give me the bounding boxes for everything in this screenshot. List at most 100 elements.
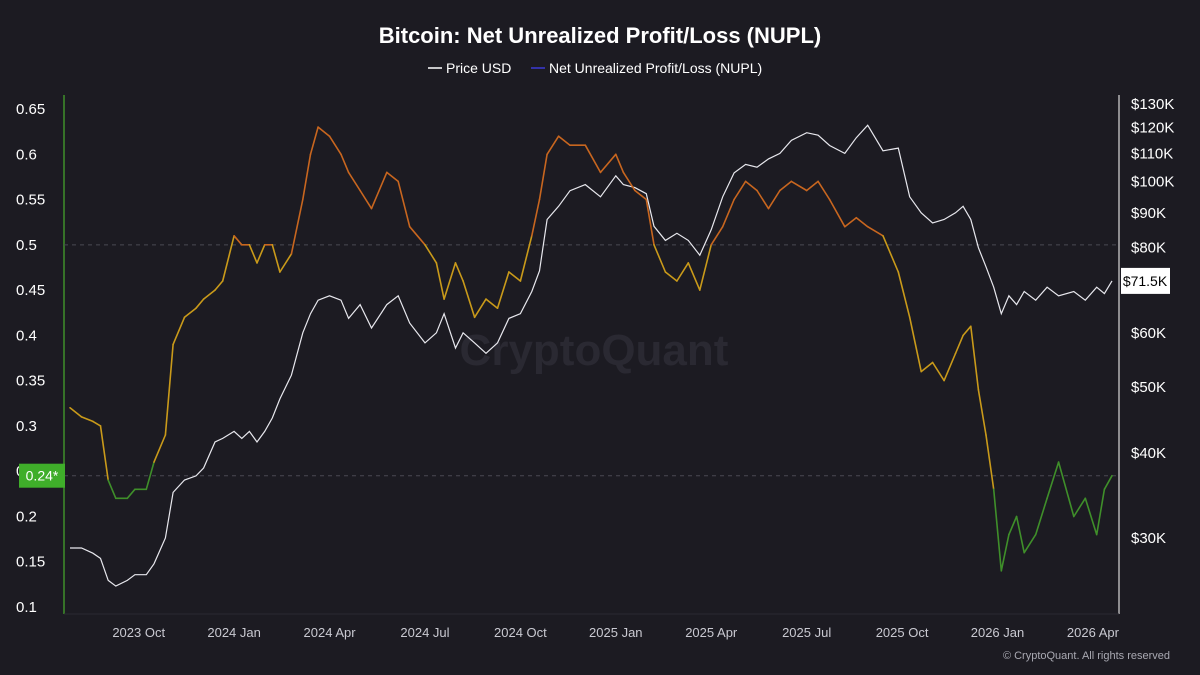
nupl-segment — [385, 171, 400, 183]
right-axis-ticks: $130K$120K$110K$100K$90K$80K$70K$60K$50K… — [1131, 96, 1174, 547]
current-nupl-badge: 0.24* — [19, 463, 65, 488]
left-tick-label: 0.1 — [16, 599, 37, 616]
nupl-segment — [328, 135, 342, 156]
right-tick-label: $30K — [1131, 530, 1166, 547]
nupl-segment — [882, 235, 900, 273]
left-tick-label: 0.4 — [16, 327, 37, 344]
nupl-segment — [370, 171, 388, 210]
current-nupl-badge-bg — [19, 463, 65, 488]
nupl-segment — [359, 189, 373, 210]
right-tick-label: $110K — [1131, 145, 1173, 162]
x-tick-label: 2024 Apr — [304, 625, 357, 640]
current-nupl-value: 0.24* — [26, 468, 59, 484]
nupl-segment — [1073, 497, 1087, 518]
nupl-segment — [866, 225, 884, 237]
legend: Price USD Net Unrealized Profit/Loss (NU… — [428, 60, 762, 76]
nupl-segment — [530, 198, 541, 237]
nupl-segment — [920, 361, 934, 373]
nupl-segment — [843, 216, 858, 228]
nupl-segment — [496, 271, 510, 310]
nupl-segment — [279, 253, 293, 273]
right-tick-label: $50K — [1131, 379, 1166, 396]
left-tick-label: 0.55 — [16, 192, 45, 209]
x-tick-label: 2025 Oct — [876, 625, 929, 640]
nupl-series-line — [69, 126, 1113, 572]
x-axis-ticks: 2023 Oct 2024 Jan 2024 Apr 2024 Jul 2024 Oct… — [112, 625, 1119, 640]
x-tick-label: 2024 Jul — [400, 625, 449, 640]
nupl-segment — [756, 189, 770, 210]
nupl-segment — [301, 153, 312, 201]
nupl-segment — [508, 271, 522, 282]
right-tick-label: $60K — [1131, 325, 1166, 342]
nupl-segment — [931, 361, 945, 382]
nupl-segment — [676, 262, 690, 282]
nupl-segment — [271, 244, 281, 273]
nupl-segment — [183, 307, 197, 319]
x-tick-label: 2026 Apr — [1067, 625, 1120, 640]
nupl-segment — [1008, 515, 1018, 536]
legend-price-label[interactable]: Price USD — [446, 60, 511, 76]
x-tick-label: 2025 Jan — [589, 625, 643, 640]
nupl-segment — [790, 180, 808, 192]
nupl-segment — [1015, 515, 1025, 554]
right-tick-label: $120K — [1131, 120, 1174, 137]
nupl-segment — [126, 488, 136, 500]
nupl-segment — [164, 343, 174, 436]
left-tick-label: 0.5 — [16, 237, 37, 254]
nupl-segment — [1095, 488, 1106, 536]
left-tick-label: 0.3 — [16, 418, 37, 435]
nupl-segment — [584, 144, 602, 174]
nupl-segment — [485, 298, 499, 310]
nupl-segment — [317, 126, 331, 137]
x-tick-label: 2025 Jul — [782, 625, 831, 640]
nupl-segment — [634, 189, 648, 201]
x-tick-label: 2024 Oct — [494, 625, 547, 640]
left-tick-label: 0.65 — [16, 101, 45, 118]
current-price-badge: $71.5K — [1121, 267, 1170, 294]
nupl-segment — [248, 244, 258, 264]
nupl-segment — [943, 352, 957, 382]
nupl-segment — [538, 153, 548, 201]
left-tick-label: 0.35 — [16, 373, 45, 390]
nupl-segment — [622, 171, 636, 192]
nupl-segment — [80, 416, 94, 423]
nupl-segment — [202, 289, 216, 300]
nupl-segment — [1046, 461, 1060, 500]
left-tick-label: 0.6 — [16, 146, 37, 163]
watermark: CryptoQuant — [460, 326, 729, 375]
nupl-segment — [1000, 533, 1010, 572]
right-tick-label: $130K — [1131, 96, 1174, 113]
nupl-segment — [985, 434, 995, 491]
nupl-segment — [805, 180, 819, 192]
x-tick-label: 2025 Apr — [685, 625, 738, 640]
nupl-segment — [710, 225, 724, 246]
right-tick-label: $80K — [1131, 240, 1166, 257]
nupl-segment — [1057, 461, 1075, 518]
x-tick-label: 2026 Jan — [971, 625, 1025, 640]
chart-title: Bitcoin: Net Unrealized Profit/Loss (NUP… — [379, 23, 821, 48]
nupl-segment — [687, 262, 701, 291]
nupl-segment — [92, 420, 102, 427]
current-price-value: $71.5K — [1123, 273, 1168, 289]
right-tick-label: $100K — [1131, 174, 1174, 191]
nupl-segment — [614, 153, 625, 174]
nupl-segment — [519, 235, 533, 282]
nupl-segment — [347, 171, 361, 192]
copyright-notice: © CryptoQuant. All rights reserved — [1003, 650, 1170, 662]
nupl-segment — [256, 244, 266, 264]
nupl-segment — [1084, 497, 1098, 536]
current-price-badge-bg — [1121, 267, 1170, 294]
nupl-segment — [733, 180, 747, 201]
nupl-segment — [721, 198, 735, 228]
nupl-segment — [153, 434, 167, 463]
nupl-segment — [309, 126, 319, 156]
nupl-segment — [435, 262, 445, 300]
nupl-segment — [462, 280, 476, 319]
nupl-segment — [172, 316, 186, 346]
nupl-segment — [340, 153, 350, 174]
legend-nupl-label[interactable]: Net Unrealized Profit/Loss (NUPL) — [549, 60, 762, 76]
nupl-segment — [744, 180, 758, 192]
nupl-segment — [599, 153, 617, 174]
nupl-segment — [767, 189, 781, 210]
